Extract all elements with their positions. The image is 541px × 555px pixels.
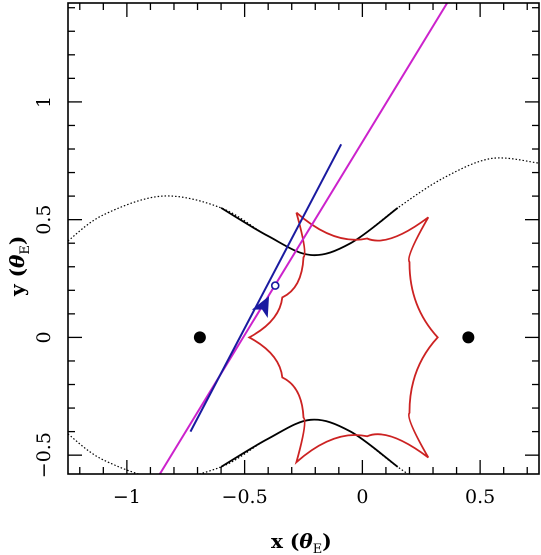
direction-arrow (251, 296, 270, 319)
caustic-curve (247, 211, 439, 465)
critical-curve-lower-solid (220, 418, 399, 468)
x-tick-label: 0.5 (465, 486, 495, 508)
tick-labels: −1 −0.5 0 0.5 −0.5 0 0.5 1 (33, 96, 495, 508)
x-tick-label: 0 (356, 486, 368, 508)
plot-frame (67, 2, 540, 475)
lens-mass-point (193, 331, 206, 344)
data-layer (68, 3, 539, 474)
y-tick-label: −0.5 (33, 432, 55, 478)
ticks (68, 3, 539, 474)
y-axis-label: y (θE) (5, 236, 33, 297)
x-tick-label: −1 (113, 486, 141, 508)
y-tick-label: 0 (33, 331, 55, 343)
y-tick-label: 1 (33, 96, 55, 108)
critical-curve-upper-dotted (68, 157, 539, 256)
critical-curve-upper-solid (220, 207, 399, 257)
source-position-marker (270, 281, 280, 290)
y-tick-label: 0.5 (33, 205, 55, 235)
x-tick-label: −0.5 (222, 486, 268, 508)
lens-mass-point (462, 331, 475, 344)
trajectory-full-line (158, 3, 449, 474)
trajectory-segment (189, 143, 343, 433)
x-axis-label: x (θE) (271, 529, 332, 555)
